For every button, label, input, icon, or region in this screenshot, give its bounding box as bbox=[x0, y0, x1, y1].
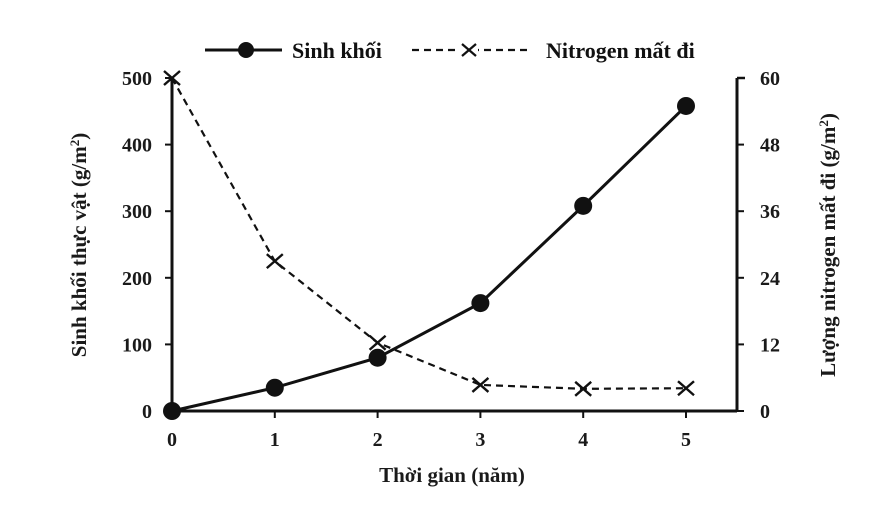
filled-circle-marker-icon bbox=[677, 96, 695, 115]
axes-frame bbox=[170, 76, 745, 413]
x-tick-label: 3 bbox=[475, 429, 485, 451]
legend-label-biomass: Sinh khối bbox=[292, 38, 382, 63]
x-marker-icon bbox=[471, 377, 490, 393]
right-y-ticks: 0 12 24 36 48 60 bbox=[737, 68, 780, 423]
biomass-line bbox=[171, 104, 688, 413]
right-y-tick-label: 0 bbox=[760, 401, 770, 423]
nitrogen-line bbox=[171, 77, 687, 390]
left-y-tick-label: 500 bbox=[122, 68, 152, 90]
x-marker-icon bbox=[266, 253, 284, 270]
filled-circle-marker-icon bbox=[574, 196, 593, 215]
left-y-axis-title: Sinh khối thực vật (g/m2) bbox=[67, 133, 92, 357]
legend-x-marker-icon bbox=[460, 42, 478, 58]
legend-label-nitrogen: Nitrogen mất đi bbox=[546, 38, 695, 63]
legend: Sinh khối Nitrogen mất đi bbox=[205, 38, 695, 63]
x-tick-label: 2 bbox=[373, 429, 383, 451]
filled-circle-marker-icon bbox=[471, 294, 490, 313]
right-y-tick-label: 60 bbox=[760, 68, 780, 90]
x-tick-label: 1 bbox=[270, 429, 280, 451]
left-y-tick-label: 300 bbox=[122, 201, 152, 223]
x-marker-icon bbox=[677, 380, 695, 397]
left-y-ticks: 0 100 200 300 400 500 bbox=[122, 68, 172, 423]
right-y-tick-label: 24 bbox=[760, 268, 780, 290]
legend-filled-circle-icon bbox=[238, 42, 254, 58]
x-ticks: 0 1 2 3 4 5 bbox=[167, 411, 691, 451]
x-tick-label: 4 bbox=[578, 429, 588, 451]
x-tick-label: 0 bbox=[167, 429, 177, 451]
left-y-tick-label: 400 bbox=[122, 135, 152, 157]
legend-item-biomass: Sinh khối bbox=[205, 38, 382, 63]
left-y-tick-label: 0 bbox=[142, 401, 152, 423]
x-tick-label: 5 bbox=[681, 429, 691, 451]
left-y-tick-label: 200 bbox=[122, 268, 152, 290]
x-axis-title: Thời gian (năm) bbox=[379, 463, 525, 487]
filled-circle-marker-icon bbox=[163, 402, 181, 420]
filled-circle-marker-icon bbox=[265, 378, 284, 397]
left-y-tick-label: 100 bbox=[122, 334, 152, 356]
series-biomass bbox=[163, 96, 695, 420]
right-y-tick-label: 48 bbox=[760, 135, 780, 157]
x-marker-icon bbox=[574, 380, 592, 397]
legend-item-nitrogen: Nitrogen mất đi bbox=[412, 38, 695, 63]
right-y-tick-label: 36 bbox=[760, 201, 780, 223]
filled-circle-marker-icon bbox=[368, 348, 387, 367]
right-y-axis-title: Lượng nitrogen mất đi (g/m2) bbox=[816, 113, 841, 377]
right-y-tick-label: 12 bbox=[760, 334, 780, 356]
series-nitrogen-lost bbox=[163, 70, 695, 397]
x-marker-icon bbox=[368, 334, 387, 351]
x-marker-icon bbox=[163, 70, 181, 86]
